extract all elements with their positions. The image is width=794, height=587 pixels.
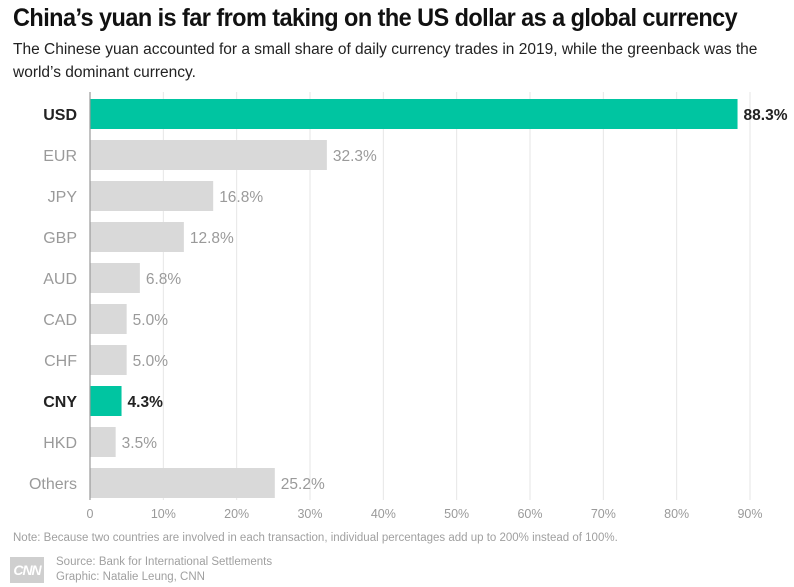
category-label: CHF bbox=[44, 353, 77, 370]
x-tick-label: 40% bbox=[371, 507, 396, 521]
category-label: HKD bbox=[43, 435, 77, 452]
value-label: 4.3% bbox=[128, 394, 164, 411]
category-label: Others bbox=[29, 476, 77, 493]
value-label: 5.0% bbox=[133, 312, 169, 329]
category-label: EUR bbox=[43, 148, 77, 165]
value-label: 12.8% bbox=[190, 230, 234, 247]
value-label: 5.0% bbox=[133, 353, 169, 370]
chart-subtitle: The Chinese yuan accounted for a small s… bbox=[13, 41, 758, 81]
value-label: 25.2% bbox=[281, 476, 325, 493]
x-tick-label: 50% bbox=[444, 507, 469, 521]
value-label: 32.3% bbox=[333, 148, 377, 165]
chart-title: China’s yuan is far from taking on the U… bbox=[13, 4, 738, 32]
category-label: GBP bbox=[43, 230, 77, 247]
bar-chf bbox=[90, 345, 127, 375]
bar-usd bbox=[90, 99, 738, 129]
credits: Source: Bank for International Settlemen… bbox=[56, 555, 272, 585]
graphic-credit: Graphic: Natalie Leung, CNN bbox=[56, 571, 205, 583]
value-label: 6.8% bbox=[146, 271, 182, 288]
x-tick-label: 60% bbox=[517, 507, 542, 521]
source-text: Source: Bank for International Settlemen… bbox=[56, 556, 273, 568]
x-tick-label: 10% bbox=[151, 507, 176, 521]
x-tick-label: 80% bbox=[664, 507, 689, 521]
value-label: 88.3% bbox=[744, 107, 788, 124]
x-tick-label: 0 bbox=[87, 507, 94, 521]
category-label: CNY bbox=[43, 394, 77, 411]
bar-cad bbox=[90, 304, 127, 334]
bar-cny bbox=[90, 386, 122, 416]
category-label: JPY bbox=[48, 189, 78, 206]
value-label: 16.8% bbox=[219, 189, 263, 206]
footnote: Note: Because two countries are involved… bbox=[13, 532, 618, 544]
x-tick-label: 70% bbox=[591, 507, 616, 521]
value-label: 3.5% bbox=[122, 435, 158, 452]
category-label: CAD bbox=[43, 312, 77, 329]
cnn-logo: CNN bbox=[10, 557, 44, 583]
x-tick-label: 90% bbox=[737, 507, 762, 521]
bar-hkd bbox=[90, 427, 116, 457]
bar-gbp bbox=[90, 222, 184, 252]
bar-chart: 0 10% 20% 30% 40% 50% 60% 70% 80% 90% USD 88.3% EUR 3… bbox=[29, 92, 788, 521]
bar-others bbox=[90, 468, 275, 498]
bar-aud bbox=[90, 263, 140, 293]
category-label: USD bbox=[43, 107, 77, 124]
x-tick-label: 20% bbox=[224, 507, 249, 521]
x-tick-label: 30% bbox=[297, 507, 322, 521]
bar-eur bbox=[90, 140, 327, 170]
bar-jpy bbox=[90, 181, 214, 211]
category-label: AUD bbox=[43, 271, 77, 288]
